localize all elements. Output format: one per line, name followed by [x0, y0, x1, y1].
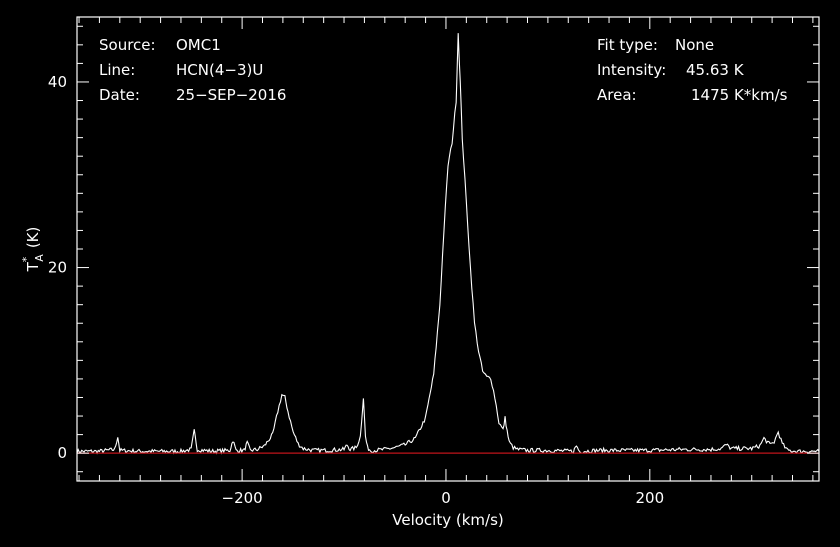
svg-text:T*A(K): T*A (K): [20, 227, 46, 273]
line-value: HCN(4−3)U: [176, 61, 263, 79]
x-tick-labels: −200 0 200: [222, 489, 665, 507]
y-tick-label: 0: [57, 444, 67, 462]
y-axis-ticks: [77, 25, 819, 473]
area-label: Area:: [597, 86, 637, 104]
y-axis-label: T*A (K): [20, 227, 46, 273]
source-value: OMC1: [176, 36, 221, 54]
y-axis-label-sup: *: [20, 256, 33, 262]
date-value: 25−SEP−2016: [176, 86, 286, 104]
spectrum-series-line: [76, 33, 820, 455]
source-label: Source:: [99, 36, 156, 54]
x-axis-ticks: [78, 17, 814, 481]
x-axis-label: Velocity (km/s): [392, 511, 503, 529]
y-axis-label-unit: (K): [24, 227, 42, 249]
info-panel-right: Fit type: None Intensity: 45.63 K Area: …: [597, 36, 788, 104]
y-axis-label-sub: A: [33, 254, 46, 262]
y-tick-label: 40: [48, 73, 67, 91]
x-tick-label: −200: [222, 489, 263, 507]
info-panel-left: Source: OMC1 Line: HCN(4−3)U Date: 25−SE…: [99, 36, 286, 104]
fit-type-label: Fit type:: [597, 36, 658, 54]
line-label: Line:: [99, 61, 135, 79]
intensity-value: 45.63 K: [686, 61, 745, 79]
intensity-label: Intensity:: [597, 61, 666, 79]
spectrum-layer: [76, 33, 820, 455]
fit-type-value: None: [675, 36, 714, 54]
date-label: Date:: [99, 86, 140, 104]
x-tick-label: 0: [441, 489, 451, 507]
x-tick-label: 200: [635, 489, 664, 507]
y-tick-label: 20: [48, 259, 67, 277]
area-value: 1475 K*km/s: [691, 86, 788, 104]
y-tick-labels: 0 20 40: [48, 73, 67, 462]
y-axis-label-symbol: T: [24, 261, 42, 272]
